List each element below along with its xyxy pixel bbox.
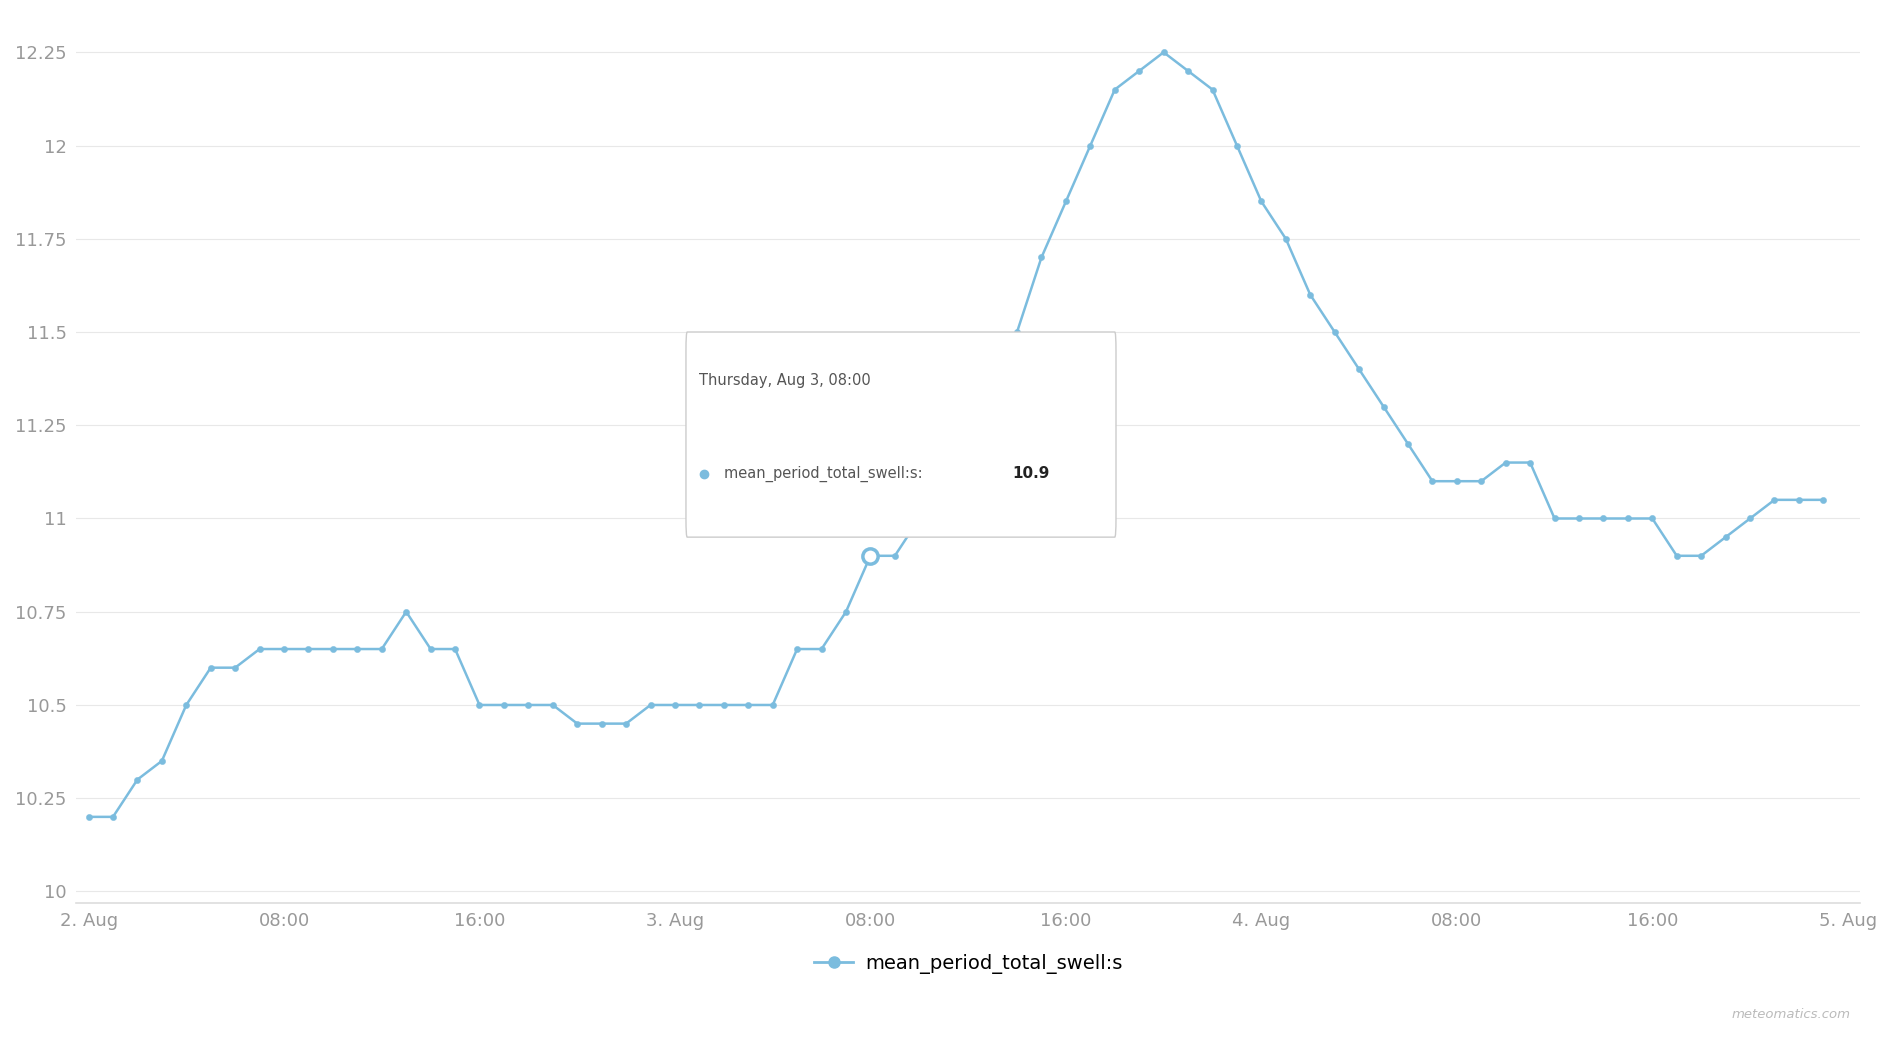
Text: meteomatics.com: meteomatics.com xyxy=(1731,1009,1850,1021)
Legend: mean_period_total_swell:s: mean_period_total_swell:s xyxy=(807,946,1131,982)
Text: mean_period_total_swell:s:: mean_period_total_swell:s: xyxy=(724,466,926,482)
Text: 10.9: 10.9 xyxy=(1011,466,1049,482)
FancyBboxPatch shape xyxy=(686,332,1116,537)
Text: Thursday, Aug 3, 08:00: Thursday, Aug 3, 08:00 xyxy=(699,373,871,388)
